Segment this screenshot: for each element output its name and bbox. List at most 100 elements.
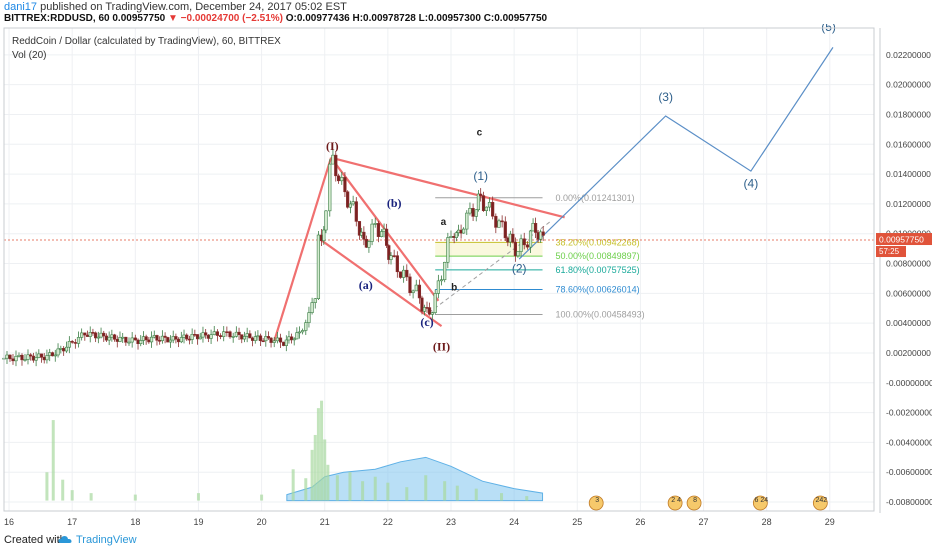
candle — [85, 334, 90, 337]
y-tick-label: 0.02000000 — [886, 80, 931, 90]
candle — [45, 355, 49, 361]
price-change: −0.00024700 (−2.51%) — [180, 13, 283, 24]
volume-bar — [424, 475, 428, 501]
candle — [256, 335, 260, 338]
candle — [163, 335, 167, 338]
event-count: 242 — [815, 497, 827, 504]
tradingview-brand[interactable]: TradingView — [76, 534, 137, 546]
volume-bar — [361, 481, 365, 501]
candle — [324, 210, 328, 231]
candle — [56, 348, 60, 356]
candle — [152, 335, 156, 338]
candle — [491, 202, 495, 217]
candle — [331, 154, 335, 165]
candle — [261, 340, 265, 343]
candle — [212, 331, 216, 335]
x-tick-label: 16 — [4, 517, 14, 527]
candle — [155, 335, 159, 341]
candle — [351, 201, 355, 205]
event-markers[interactable]: 3 2 4 8 6 24 242 — [588, 495, 828, 511]
trend-line[interactable] — [330, 156, 565, 219]
event-count: 8 — [693, 497, 697, 504]
candle — [334, 154, 338, 177]
volume-bar — [260, 494, 264, 501]
wave-projection-path[interactable] — [518, 47, 834, 260]
candle — [420, 297, 424, 312]
event-flag-icon[interactable] — [686, 495, 702, 511]
candle — [171, 336, 175, 341]
x-tick-label: 19 — [193, 517, 203, 527]
candle — [454, 232, 458, 238]
candle — [503, 221, 507, 239]
candle — [427, 307, 432, 315]
countdown-tag — [876, 246, 906, 258]
candle — [94, 332, 98, 339]
candle — [209, 334, 213, 339]
candle — [31, 355, 36, 361]
event-flag-icon[interactable] — [812, 495, 828, 511]
candle — [185, 334, 189, 340]
candle — [506, 237, 510, 243]
volume-bar — [455, 485, 459, 501]
volume-bar — [335, 475, 339, 501]
chart-axes: 16 17 18 19 20 21 22 23 24 25 26 27 28 290.022000000.… — [3, 27, 932, 527]
volume-bar — [70, 490, 74, 501]
candle — [357, 221, 362, 236]
last-price-tag — [876, 233, 932, 246]
fib-level-label: 38.20%(0.00942268) — [556, 237, 640, 247]
event-flag-icon[interactable] — [667, 495, 683, 511]
candle — [476, 193, 481, 211]
candle — [328, 163, 332, 212]
volume-label: Vol (20) — [12, 50, 46, 61]
trend-line[interactable] — [273, 157, 333, 342]
event-count: 3 — [595, 497, 599, 504]
candle — [494, 215, 498, 228]
candle — [242, 336, 247, 340]
candle — [468, 208, 472, 214]
candle — [376, 223, 380, 237]
volume-bar — [500, 493, 504, 501]
down-arrow-icon: ▼ — [167, 13, 178, 24]
event-flag-icon[interactable] — [752, 495, 768, 511]
candle — [340, 177, 344, 182]
y-tick-label: -0.00800000 — [886, 497, 932, 507]
candle — [316, 234, 321, 299]
candle — [307, 312, 311, 323]
candle — [422, 307, 427, 312]
wave-label: (3) — [658, 90, 673, 104]
author-link[interactable]: dani17 — [4, 1, 38, 13]
candle — [88, 332, 92, 337]
candle — [313, 298, 317, 303]
candle — [471, 208, 475, 217]
event-flag-icon[interactable] — [588, 495, 604, 511]
candle — [253, 336, 257, 341]
candle — [107, 336, 111, 341]
candle — [59, 348, 63, 350]
candle — [222, 331, 226, 337]
candle — [362, 231, 366, 240]
price-chart[interactable]: 0.00%(0.01241301) 38.20%(0.00942268) 50.00… — [0, 24, 932, 530]
price-series — [2, 149, 874, 367]
y-tick-label: 0.02200000 — [886, 50, 931, 60]
candle — [382, 228, 386, 232]
candle — [96, 336, 100, 339]
candle — [436, 280, 440, 294]
candle — [539, 231, 543, 240]
candle — [275, 337, 279, 342]
wave-label: (2) — [512, 261, 527, 275]
candle — [522, 238, 526, 246]
candle — [76, 337, 81, 344]
candle — [278, 337, 283, 343]
trend-lines[interactable] — [273, 47, 834, 342]
candle — [198, 336, 202, 340]
wave-labels: (I) (II) (a) (b) (c) a b c (1) (2) (3) (4) (5) — [326, 24, 836, 354]
x-tick-label: 17 — [67, 517, 77, 527]
chart-title: ReddCoin / Dollar (calculated by Trading… — [12, 36, 281, 47]
candle — [389, 255, 393, 260]
candle — [264, 336, 268, 342]
candle — [187, 338, 192, 341]
candle — [297, 331, 302, 334]
candle — [11, 358, 15, 362]
candle — [411, 290, 415, 293]
candle — [53, 354, 57, 357]
